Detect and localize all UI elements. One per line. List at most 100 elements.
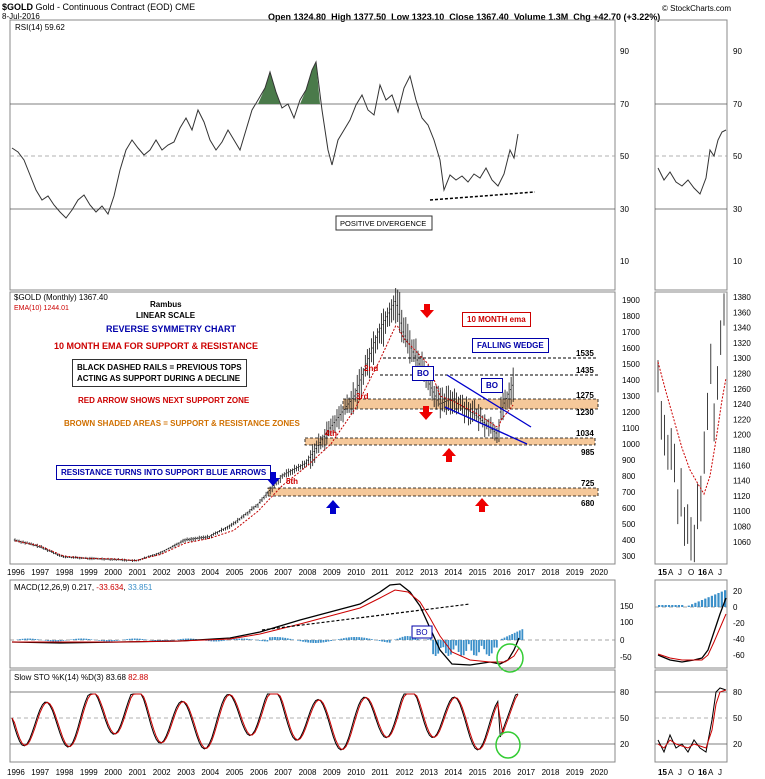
macd-hist-bar (235, 638, 238, 640)
macd-inset-hist-bar (704, 598, 707, 607)
title-reverse-symmetry: REVERSE SYMMETRY CHART (106, 324, 237, 334)
macd-hist-bar (322, 640, 325, 643)
macd-hist-bar (179, 639, 182, 640)
x-tick-2011: 2011 (372, 768, 390, 777)
macd-hist-bar (261, 640, 264, 642)
falling-wedge (444, 374, 532, 445)
rsi-frame-right (654, 19, 728, 291)
macd-hist-bar (314, 640, 317, 643)
macd-tick-rm20: -20 (733, 619, 745, 628)
sto-inset-k (657, 687, 727, 754)
red-arrow-note: RED ARROW SHOWS NEXT SUPPORT ZONE (78, 396, 250, 405)
x-tick-2014: 2014 (444, 768, 462, 777)
macd-hist-bar (439, 640, 442, 648)
macd-inset-hist-bar (710, 595, 713, 607)
low-label: Low (391, 12, 410, 22)
sto-tick-20: 20 (620, 740, 629, 749)
macd-hist-bar (409, 636, 412, 640)
macd-hist-bar (85, 638, 88, 640)
rails-note-line2: ACTING AS SUPPORT DURING A DECLINE (77, 374, 241, 383)
macd-hist-bar (238, 638, 241, 640)
macd-hist-bar (263, 640, 266, 642)
macd-hist-bar (475, 640, 478, 656)
macd-hist-bar (302, 640, 304, 642)
band-725-680 (267, 487, 599, 497)
level-680: 680 (581, 499, 595, 508)
bo-label-2: BO (481, 378, 503, 393)
macd-hist-bar (77, 638, 80, 640)
rsi-overbought-fill-2 (300, 62, 320, 104)
macd-hist-bar (353, 637, 355, 640)
macd-inset-signal (657, 613, 727, 661)
macd-hist-bar (291, 639, 294, 640)
macd-hist-bar (31, 638, 34, 640)
title-10-month-ema: 10 MONTH EMA FOR SUPPORT & RESISTANCE (54, 341, 259, 351)
macd-hist-bar (401, 636, 404, 640)
price-tick-right-1260: 1260 (733, 385, 751, 394)
macd-signal-line (12, 589, 520, 663)
price-tick-900: 900 (622, 456, 636, 465)
macd-inset-hist-bar (691, 604, 694, 607)
macd-hist-bar (116, 640, 118, 641)
top-3rd: 3rd (356, 392, 369, 401)
price-tick-1400: 1400 (622, 376, 640, 385)
macd-tick-rm60: -60 (733, 651, 745, 660)
symbol: $GOLD (2, 2, 34, 12)
macd-hist-bar (223, 640, 225, 641)
x-tick-2007: 2007 (274, 768, 292, 777)
macd-hist-bar (29, 638, 32, 640)
macd-hist-bar (350, 637, 353, 640)
macd-hist-bar (279, 637, 281, 640)
x-axis-right-bottom: 15 A J O 16 A J (658, 768, 722, 777)
macd-hist-bar (230, 639, 233, 640)
macd-hist-bar (416, 638, 419, 640)
macd-label: MACD(12,26,9) 0.217, -33.634, 33.851 (14, 583, 153, 592)
wedge-lower (444, 406, 528, 445)
x-tick-2007: 2007 (274, 568, 292, 577)
macd-hist-bar (503, 637, 506, 640)
x-tick-2019: 2019 (566, 568, 584, 577)
rsi-tick-30: 30 (620, 205, 629, 214)
x-tick-right-3: O (688, 768, 694, 777)
macd-hist-bar (57, 640, 60, 642)
volume-value: 1.3M (548, 12, 569, 22)
red-arrows (419, 304, 489, 512)
macd-hist-bar (299, 640, 302, 642)
open-value: 1324.80 (293, 12, 327, 22)
macd-hist-bar (508, 635, 511, 640)
macd-inset-hist-bar (694, 602, 697, 607)
panel-frames (9, 19, 728, 763)
macd-hist-bar (414, 637, 417, 640)
macd-hist-bar (386, 640, 389, 643)
macd-hist-bar (452, 640, 455, 650)
macd-inset-hist-bar (671, 605, 674, 607)
macd-hist-bar (460, 640, 463, 656)
red-arrow-down-2013 (419, 406, 433, 420)
macd-hist-bar (383, 640, 386, 642)
price-tick-800: 800 (622, 472, 636, 481)
macd-hist-bar (240, 638, 243, 640)
price-tick-right-1300: 1300 (733, 354, 751, 363)
macd-hist-bar (113, 640, 116, 642)
sto-tick-50-r: 50 (733, 714, 742, 723)
x-tick-right-3: O (688, 568, 694, 577)
top-2nd: 2nd (364, 364, 378, 373)
macd-hist-bar (62, 640, 65, 641)
x-tick-2020: 2020 (590, 568, 608, 577)
macd-hist-bar (363, 637, 366, 640)
high-label: High (331, 12, 352, 22)
price-tick-right-1080: 1080 (733, 523, 751, 532)
wedge-upper (446, 374, 532, 428)
price-bars (13, 288, 514, 562)
macd-tick-r20: 20 (733, 587, 742, 596)
macd-hist-bar (54, 640, 57, 642)
x-tick-1997: 1997 (31, 768, 49, 777)
low-value: 1323.10 (411, 12, 445, 22)
price-tick-right-1220: 1220 (733, 415, 751, 424)
macd-hist-bar (501, 638, 503, 640)
macd-hist-bar (289, 638, 292, 640)
macd-hist-bar (215, 640, 218, 642)
price-tick-right-1160: 1160 (733, 461, 751, 470)
x-tick-1999: 1999 (80, 568, 98, 577)
